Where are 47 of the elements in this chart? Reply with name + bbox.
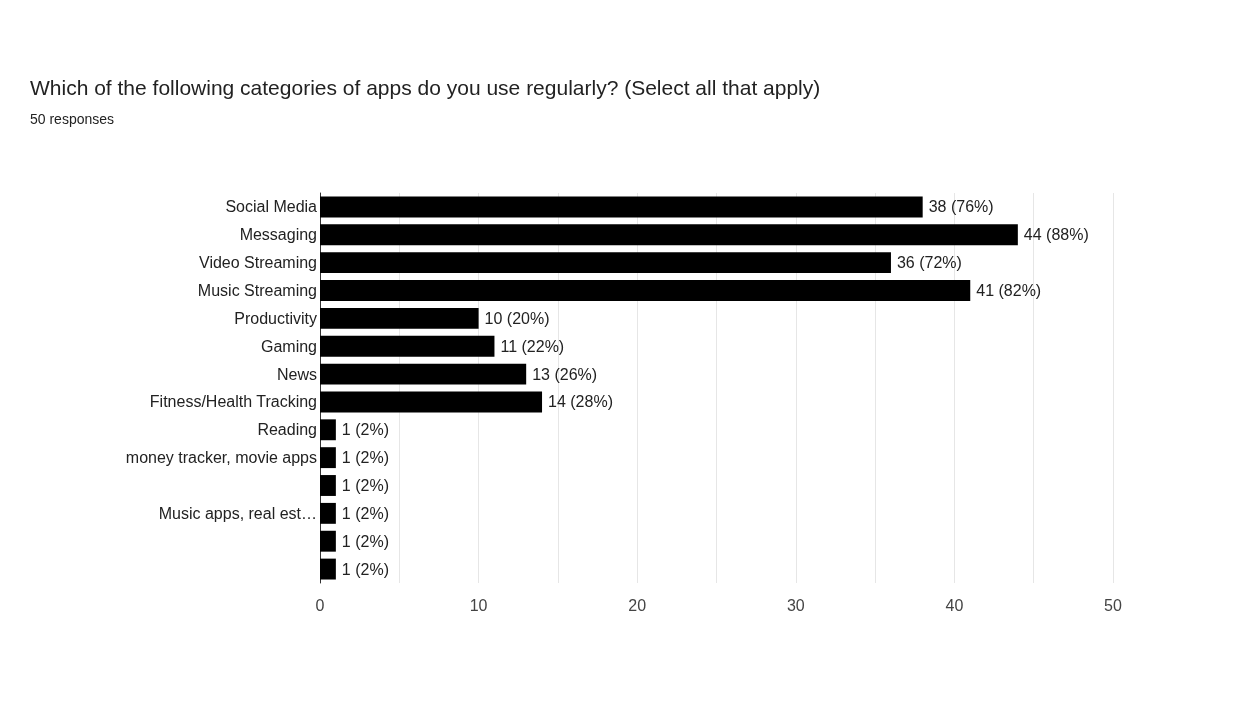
bar <box>320 363 527 385</box>
data-label: 1 (2%) <box>341 532 389 550</box>
y-tick-label: Social Media <box>225 198 318 216</box>
data-label: 10 (20%) <box>484 309 550 327</box>
x-tick-label: 30 <box>786 596 805 614</box>
x-tick-label: 10 <box>469 596 488 614</box>
text: 50 responses <box>30 111 115 127</box>
data-label: 41 (82%) <box>976 282 1042 299</box>
x-tick-label: 0 <box>315 596 325 614</box>
data-label: 36 (72%) <box>896 254 962 272</box>
data-label: 11 (22%) <box>500 337 565 355</box>
y-tick-label: Music apps, real est… <box>158 504 317 522</box>
bar <box>320 447 336 469</box>
y-tick-label: money tracker, movie apps <box>125 449 317 467</box>
bar <box>320 252 891 274</box>
bar <box>320 502 336 524</box>
data-label: 1 (2%) <box>341 560 389 578</box>
bar <box>320 391 543 413</box>
bar <box>320 419 336 441</box>
y-tick-label: Music Streaming <box>197 282 317 299</box>
bar <box>320 475 336 496</box>
bar <box>320 335 495 357</box>
y-tick-label: Productivity <box>234 309 317 327</box>
bar <box>320 558 336 580</box>
data-label: 14 (28%) <box>548 393 613 411</box>
x-tick-label: 20 <box>628 596 647 614</box>
y-tick-label: Reading <box>257 421 317 439</box>
data-label: 44 (88%) <box>1023 226 1089 244</box>
bar <box>320 307 479 329</box>
data-label: 1 (2%) <box>341 421 389 439</box>
data-label: 1 (2%) <box>341 504 389 522</box>
chart-title: Which of the following categories of apps do you use regularly? (Select all that apply) <box>30 76 821 99</box>
bar <box>320 224 1018 246</box>
data-label: 1 (2%) <box>341 449 389 467</box>
x-tick-label: 50 <box>1104 596 1122 614</box>
x-tick-label: 40 <box>945 596 964 614</box>
y-tick-label: News <box>276 365 317 383</box>
bar <box>320 530 336 552</box>
bar <box>320 196 923 218</box>
y-tick-label: Fitness/Health Tracking <box>149 393 317 411</box>
data-label: 38 (76%) <box>928 198 994 216</box>
y-tick-label: Messaging <box>239 226 317 244</box>
bar <box>320 280 971 301</box>
y-tick-label: Gaming <box>260 337 317 355</box>
data-label: 1 (2%) <box>341 477 389 494</box>
data-label: 13 (26%) <box>532 365 598 383</box>
y-tick-label: Video Streaming <box>199 254 317 272</box>
